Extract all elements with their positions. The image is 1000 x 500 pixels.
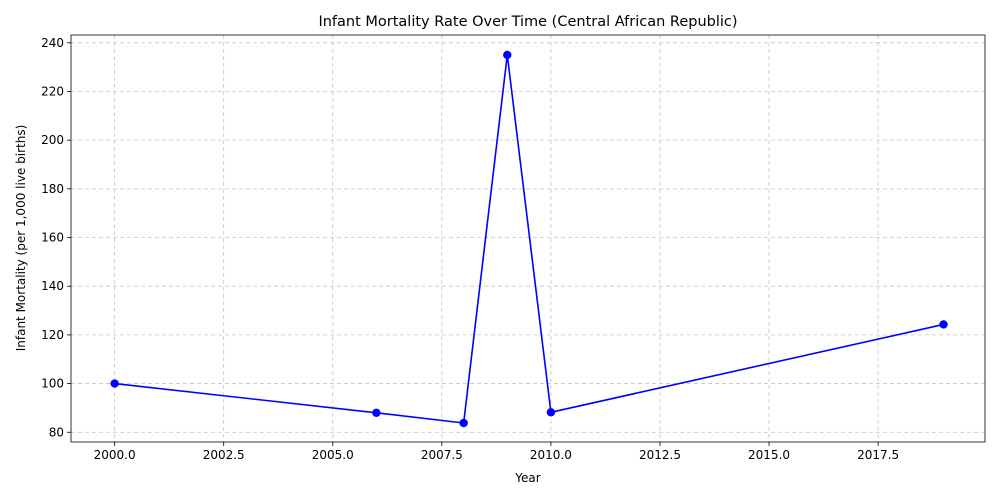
y-axis-title: Infant Mortality (per 1,000 live births) <box>14 125 28 352</box>
plot-frame <box>70 34 986 443</box>
x-tick-label: 2010.0 <box>530 448 572 462</box>
data-point <box>372 408 381 417</box>
y-tick-label: 220 <box>41 84 64 98</box>
data-point <box>459 418 468 428</box>
y-tick-label: 200 <box>41 133 64 147</box>
x-tick-label: 2005.0 <box>312 448 354 462</box>
data-point <box>110 379 119 388</box>
data-point <box>939 320 948 329</box>
y-tick-label: 100 <box>41 377 64 391</box>
series-line <box>114 54 944 424</box>
x-tick-label: 2002.5 <box>203 448 245 462</box>
y-tick-label: 140 <box>41 279 64 293</box>
x-tick-label: 2007.5 <box>421 448 463 462</box>
data-point <box>546 408 556 417</box>
x-axis-title: Year <box>514 471 540 485</box>
y-tick-label: 160 <box>41 231 64 245</box>
x-tick-label: 2015.0 <box>748 448 790 462</box>
x-tick-label: 2017.5 <box>857 448 899 462</box>
chart-title: Infant Mortality Rate Over Time (Central… <box>318 14 737 30</box>
series <box>110 50 948 428</box>
y-tick-label: 180 <box>41 182 64 196</box>
y-tick-label: 240 <box>41 36 64 50</box>
y-tick-label: 120 <box>41 328 64 342</box>
x-tick-label: 2000.0 <box>94 448 136 462</box>
data-point <box>503 50 512 60</box>
grid <box>71 35 985 442</box>
x-tick-label: 2012.5 <box>639 448 681 462</box>
y-tick-label: 80 <box>49 425 64 439</box>
axis-ticks: 2000.0 2002.5 2005.0 2007.5 2010.0 2012.5 2015… <box>41 36 899 462</box>
